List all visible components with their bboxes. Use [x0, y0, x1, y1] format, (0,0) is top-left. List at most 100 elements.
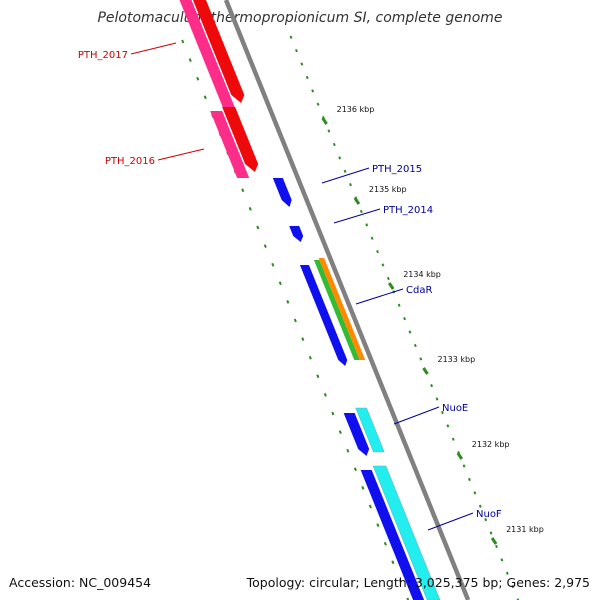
scale-dash-inner	[271, 262, 275, 267]
scale-dash-outer	[484, 518, 488, 522]
gene-leader-line	[355, 288, 404, 305]
scale-tick	[353, 197, 361, 205]
scale-dash-outer	[289, 35, 293, 39]
gene-feature-pth2017-pink[interactable]	[179, 0, 236, 108]
scale-dash-outer	[403, 317, 407, 321]
scale-dash-outer	[311, 89, 315, 93]
scale-dash-outer	[376, 250, 379, 254]
scale-dash-inner	[376, 523, 380, 527]
scale-dash-inner	[263, 244, 267, 248]
scale-tick-label: 2134 kbp	[403, 270, 441, 279]
scale-dash-inner	[383, 541, 387, 546]
scale-dash-outer	[500, 558, 504, 562]
gene-label-pth2014[interactable]: PTH_2014	[383, 205, 433, 216]
scale-dash-outer	[473, 491, 477, 495]
scale-dash-outer	[316, 102, 320, 106]
scale-dash-outer	[495, 544, 498, 549]
gene-leader-line	[393, 406, 440, 425]
scale-dash-outer	[332, 142, 336, 147]
gene-arrow-nuoe[interactable]	[343, 413, 370, 456]
scale-dash-outer	[327, 129, 331, 133]
scale-dash-outer	[430, 384, 434, 388]
scale-dash-inner	[391, 560, 395, 565]
scale-dash-outer	[468, 477, 471, 482]
gene-feature-nuof-cyan[interactable]	[372, 465, 441, 600]
scale-dash-outer	[370, 236, 374, 240]
gene-leader-line	[427, 512, 474, 531]
scale-dash-outer	[451, 437, 455, 441]
scale-dash-outer	[343, 169, 347, 173]
scale-dash-inner	[308, 355, 312, 360]
scale-dash-inner	[316, 374, 320, 379]
scale-tick-label: 2131 kbp	[506, 525, 544, 534]
scale-dash-outer	[365, 223, 369, 227]
gene-label-pth2017[interactable]: PTH_2017	[78, 50, 128, 61]
scale-tick	[321, 117, 328, 125]
scale-dash-outer	[419, 357, 423, 361]
genome-summary: Topology: circular; Length: 3,025,375 bp…	[246, 575, 590, 590]
scale-dash-inner	[331, 411, 335, 416]
gene-feature-nuoe-cyan[interactable]	[355, 407, 385, 453]
scale-dash-outer	[349, 183, 352, 187]
scale-dash-outer	[338, 156, 342, 160]
genome-backbone	[223, 0, 471, 600]
scale-dash-inner	[256, 225, 260, 230]
scale-dash-inner	[286, 300, 290, 304]
scale-dash-inner	[346, 448, 350, 453]
scale-dash-outer	[295, 49, 298, 53]
scale-dash-outer	[359, 209, 363, 214]
scale-dash-inner	[338, 430, 342, 434]
scale-dash-outer	[300, 62, 304, 66]
gene-leader-line	[321, 167, 370, 184]
scale-tick-label: 2133 kbp	[437, 355, 475, 364]
scale-dash-inner	[368, 504, 372, 509]
scale-dash-outer	[381, 263, 385, 267]
gene-leader-line	[157, 148, 205, 161]
gene-feature-cdar-orange[interactable]	[318, 258, 366, 360]
gene-arrow-pth2016[interactable]	[222, 107, 259, 172]
scale-dash-inner	[181, 39, 185, 44]
gene-label-cdar[interactable]: CdaR	[406, 285, 432, 296]
gene-arrow-nuof[interactable]	[360, 470, 425, 600]
scale-dash-inner	[248, 207, 252, 211]
gene-label-pth2015[interactable]: PTH_2015	[372, 164, 422, 175]
scale-dash-outer	[397, 303, 401, 307]
scale-dash-outer	[505, 571, 509, 575]
gene-label-nuoe[interactable]: NuoE	[442, 403, 468, 414]
gene-arrow-pth2014[interactable]	[289, 226, 304, 242]
scale-tick	[422, 367, 429, 375]
scale-dash-inner	[361, 486, 365, 490]
scale-dash-inner	[196, 76, 200, 81]
scale-dash-outer	[440, 410, 444, 415]
scale-dash-outer	[408, 330, 412, 334]
scale-dash-outer	[413, 343, 417, 348]
scale-dash-inner	[301, 337, 305, 341]
scale-dash-outer	[489, 531, 493, 535]
gene-leader-line	[333, 208, 381, 224]
scale-dash-outer	[305, 75, 309, 80]
gene-arrow-cdar[interactable]	[299, 265, 348, 366]
scale-dash-outer	[435, 397, 439, 401]
accession-label: Accession: NC_009454	[9, 575, 152, 590]
scale-dash-inner	[293, 318, 297, 323]
gene-leader-line	[130, 42, 177, 55]
gene-feature-cdar-green[interactable]	[313, 260, 360, 360]
scale-dash-inner	[188, 58, 192, 62]
scale-dash-outer	[462, 464, 466, 468]
scale-dash-outer	[511, 585, 515, 589]
gene-label-nuof[interactable]: NuoF	[476, 509, 502, 520]
scale-dash-outer	[446, 424, 450, 428]
scale-dash-outer	[478, 504, 482, 508]
scale-dash-inner	[241, 188, 245, 193]
gene-arrow-pth2015[interactable]	[272, 178, 292, 207]
gene-arrow-pth2017[interactable]	[193, 0, 245, 103]
scale-tick	[387, 282, 395, 290]
scale-dash-inner	[278, 281, 282, 286]
scale-tick	[490, 537, 498, 545]
gene-label-pth2016[interactable]: PTH_2016	[105, 156, 155, 167]
scale-tick-label: 2136 kbp	[337, 105, 375, 114]
scale-tick-label: 2132 kbp	[472, 440, 510, 449]
gene-feature-pth2016-pink[interactable]	[210, 111, 250, 178]
scale-tick	[456, 452, 464, 460]
